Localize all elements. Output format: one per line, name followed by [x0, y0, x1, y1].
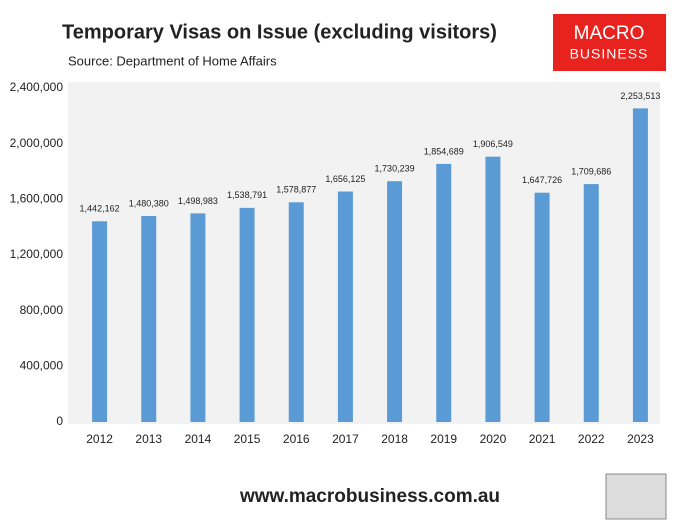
- chart-subtitle: Source: Department of Home Affairs: [68, 53, 277, 68]
- x-tick-label: 2013: [135, 432, 162, 446]
- y-tick-label: 800,000: [20, 303, 64, 317]
- value-label: 1,730,239: [375, 164, 415, 174]
- plot-area: [68, 82, 660, 424]
- x-tick-label: 2023: [627, 432, 654, 446]
- value-label: 2,253,513: [620, 91, 660, 101]
- x-tick-label: 2019: [430, 432, 457, 446]
- bar: [92, 221, 108, 422]
- bar: [288, 202, 304, 422]
- bar: [239, 207, 255, 422]
- x-tick-label: 2012: [86, 432, 113, 446]
- value-label: 1,656,125: [325, 174, 365, 184]
- bar: [534, 192, 550, 422]
- bar: [190, 213, 206, 422]
- logo-text: BUSINESS: [570, 46, 649, 62]
- value-label: 1,480,380: [129, 198, 169, 208]
- y-tick-label: 1,200,000: [10, 247, 64, 261]
- logo-text: MACRO: [574, 23, 645, 44]
- value-label: 1,709,686: [571, 166, 611, 176]
- x-tick-label: 2017: [332, 432, 359, 446]
- bar: [141, 215, 157, 422]
- y-tick-label: 2,000,000: [10, 136, 64, 150]
- value-label: 1,442,162: [80, 204, 120, 214]
- bar: [387, 181, 403, 422]
- x-tick-label: 2020: [480, 432, 507, 446]
- x-tick-label: 2022: [578, 432, 605, 446]
- y-tick-label: 2,400,000: [10, 80, 64, 94]
- y-tick-label: 0: [56, 414, 63, 428]
- y-tick-label: 400,000: [20, 359, 64, 373]
- bar: [436, 163, 452, 423]
- bar: [632, 108, 648, 422]
- value-label: 1,538,791: [227, 190, 267, 200]
- value-label: 1,854,689: [424, 146, 464, 156]
- bar: [337, 191, 353, 422]
- logo: [553, 14, 666, 71]
- x-tick-label: 2021: [529, 432, 556, 446]
- footer: www.macrobusiness.com.au: [239, 486, 500, 507]
- bar: [485, 156, 501, 422]
- x-tick-label: 2015: [234, 432, 261, 446]
- bar: [583, 184, 599, 422]
- value-label: 1,647,726: [522, 175, 562, 185]
- y-tick-label: 1,600,000: [10, 192, 64, 206]
- x-tick-label: 2016: [283, 432, 310, 446]
- value-label: 1,498,983: [178, 196, 218, 206]
- chart-title: Temporary Visas on Issue (excluding visi…: [62, 21, 497, 43]
- value-label: 1,906,549: [473, 139, 513, 149]
- fox-image: [605, 473, 667, 520]
- x-tick-label: 2014: [185, 432, 212, 446]
- value-label: 1,578,877: [276, 185, 316, 195]
- x-tick-label: 2018: [381, 432, 408, 446]
